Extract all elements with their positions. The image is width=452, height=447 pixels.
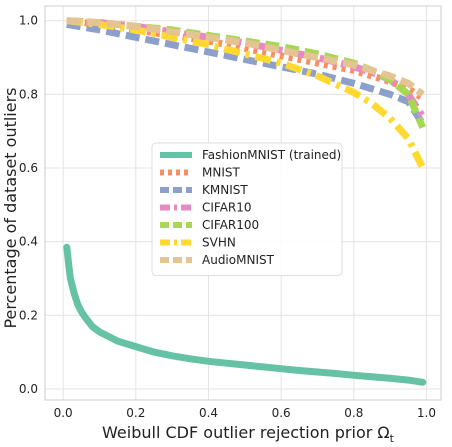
- legend-label: SVHN: [202, 236, 236, 250]
- x-tick-label: 0.4: [199, 406, 218, 420]
- series-line-fashionmnist-trained: [63, 243, 427, 386]
- x-tick-label: 0.0: [54, 406, 73, 420]
- series-lines: [63, 17, 427, 386]
- legend-label: FashionMNIST (trained): [202, 148, 341, 162]
- legend-label: AudioMNIST: [202, 253, 275, 267]
- legend: FashionMNIST (trained) MNIST KMNIST CIFAR10…: [151, 142, 343, 276]
- tick-labels: 0.0 0.2 0.4 0.6 0.8 1.0 0.0 0.2 0.4 0.6 0.8 1.0: [19, 14, 436, 420]
- x-tick-label: 1.0: [417, 406, 436, 420]
- legend-label: CIFAR100: [202, 218, 259, 232]
- y-tick-label: 0.4: [19, 235, 38, 249]
- x-tick-label: 0.6: [272, 406, 291, 420]
- series-line-audiomnist: [66, 17, 425, 98]
- y-tick-label: 0.6: [19, 161, 38, 175]
- plot-frame: [44, 5, 442, 401]
- legend-box: [151, 142, 343, 276]
- series-line-kmnist: [66, 20, 426, 126]
- legend-label: CIFAR10: [202, 201, 252, 215]
- y-tick-label: 0.8: [19, 87, 38, 101]
- x-tick-label: 0.8: [344, 406, 363, 420]
- y-axis-label: Percentage of dataset outliers: [1, 87, 20, 328]
- y-tick-label: 1.0: [19, 14, 38, 28]
- legend-label: MNIST: [202, 166, 240, 180]
- y-tick-label: 0.0: [19, 382, 38, 396]
- series-line-svhn: [66, 17, 426, 170]
- x-tick-label: 0.2: [126, 406, 145, 420]
- y-tick-label: 0.2: [19, 308, 38, 322]
- series-line-mnist: [66, 17, 425, 102]
- legend-label: KMNIST: [202, 183, 248, 197]
- x-axis-label: Weibull CDF outlier rejection prior Ωt: [102, 423, 395, 443]
